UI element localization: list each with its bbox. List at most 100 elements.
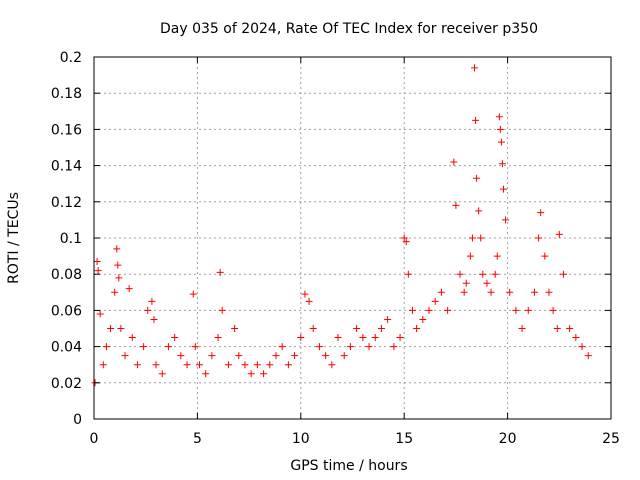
data-point (491, 270, 499, 278)
data-point (471, 64, 479, 72)
data-point (365, 343, 373, 351)
data-point (247, 370, 255, 378)
data-point (559, 270, 567, 278)
data-point (572, 334, 580, 342)
data-point (497, 138, 505, 146)
data-point (309, 325, 317, 332)
data-point (152, 361, 160, 369)
data-point (114, 261, 122, 269)
data-point (452, 201, 460, 209)
data-point (278, 343, 286, 351)
data-point (535, 234, 543, 242)
data-point (431, 297, 439, 305)
data-point (584, 352, 592, 360)
data-point (512, 306, 520, 314)
x-tick-label: 15 (395, 431, 413, 447)
x-axis-label: GPS time / hours (290, 458, 407, 474)
data-point (125, 285, 133, 293)
data-point (499, 185, 507, 193)
data-point (305, 297, 313, 305)
data-point (549, 306, 557, 314)
data-point (96, 310, 104, 318)
x-tick-label: 5 (193, 431, 202, 447)
data-point (346, 343, 354, 351)
data-point (477, 234, 485, 242)
y-tick-label: 0.06 (51, 303, 82, 319)
grid-lines (94, 57, 611, 419)
data-point (340, 352, 348, 360)
x-tick-label: 20 (499, 431, 517, 447)
data-point (208, 352, 216, 360)
plot-frame (93, 56, 612, 420)
data-point (377, 325, 385, 332)
x-tick-label: 0 (90, 431, 99, 447)
y-tick-label: 0.2 (60, 50, 82, 66)
data-point (115, 274, 123, 282)
data-point (191, 343, 199, 351)
data-point (456, 270, 464, 278)
data-point (183, 361, 191, 369)
data-point (214, 334, 222, 342)
data-point (404, 270, 412, 278)
x-tick-label: 10 (292, 431, 310, 447)
data-points (91, 64, 592, 387)
data-point (216, 268, 224, 276)
data-point (460, 288, 468, 296)
data-point (202, 370, 210, 378)
data-point (444, 306, 452, 314)
data-point (425, 306, 433, 314)
data-point (553, 325, 561, 332)
data-point (475, 207, 483, 215)
data-point (231, 325, 239, 332)
data-point (150, 315, 158, 323)
y-axis-label: ROTI / TECUs (6, 192, 22, 284)
data-point (473, 174, 481, 182)
data-point (171, 334, 179, 342)
data-point (506, 288, 514, 296)
data-point (164, 343, 172, 351)
data-point (291, 352, 299, 360)
data-point (189, 290, 197, 298)
data-point (328, 361, 336, 369)
data-point (148, 297, 156, 305)
data-point (493, 252, 501, 260)
data-point (537, 209, 545, 217)
data-point (450, 158, 458, 166)
data-point (94, 267, 102, 275)
data-point (396, 334, 404, 342)
data-point (408, 306, 416, 314)
y-tick-label: 0.08 (51, 267, 82, 283)
data-point (541, 252, 549, 260)
data-point (578, 343, 586, 351)
data-point (128, 334, 136, 342)
data-point (253, 361, 261, 369)
data-point (315, 343, 323, 351)
data-point (400, 234, 408, 242)
data-point (266, 361, 274, 369)
data-point (99, 361, 107, 369)
data-point (144, 306, 152, 314)
data-point (111, 288, 119, 296)
data-point (93, 258, 101, 266)
data-point (177, 352, 185, 360)
data-point (462, 279, 470, 287)
data-point (297, 334, 305, 342)
data-point (301, 290, 309, 298)
data-point (322, 352, 330, 360)
data-point (483, 279, 491, 287)
y-tick-label: 0.16 (51, 122, 82, 138)
data-point (113, 245, 121, 253)
data-point (555, 230, 563, 238)
data-point (518, 325, 526, 332)
data-point (371, 334, 379, 342)
y-tick-label: 0.18 (51, 86, 82, 102)
y-tick-label: 0.12 (51, 195, 82, 211)
data-point (140, 343, 148, 351)
data-point (545, 288, 553, 296)
data-point (218, 306, 226, 314)
data-point (353, 325, 361, 332)
y-tick-labels: 0 0.02 0.04 0.06 0.08 0.1 0.12 0.14 0.16 0.18 0.2 (51, 50, 82, 428)
data-point (530, 288, 538, 296)
data-point (241, 361, 249, 369)
y-tick-label: 0.14 (51, 159, 82, 175)
